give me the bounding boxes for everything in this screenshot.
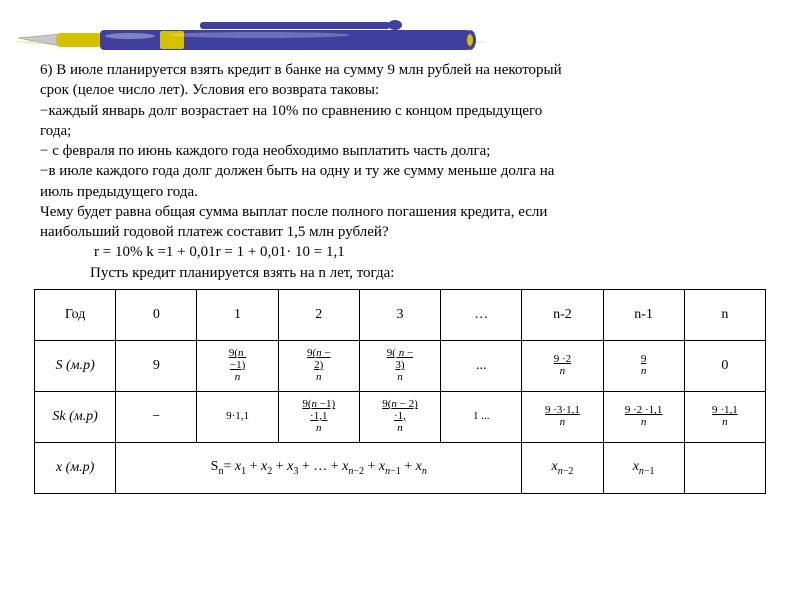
- row-label: Sk (м.р): [35, 391, 116, 442]
- line-9: наибольший годовой платеж составит 1,5 м…: [40, 222, 772, 242]
- assume-line: Пусть кредит планируется взять на n лет,…: [40, 263, 772, 283]
- row-label: S (м.р): [35, 340, 116, 391]
- cell: 9 ·1,1n: [684, 391, 765, 442]
- table-row: S (м.р) 9 9(n −1)n 9(n −2)n 9( n −3)n ..…: [35, 340, 766, 391]
- cell: xn−2: [522, 442, 603, 493]
- cell: 9(n −1)·1,1n: [278, 391, 359, 442]
- line-1: 6) В июле планируется взять кредит в бан…: [40, 60, 772, 80]
- pen-decoration: [0, 0, 800, 60]
- cell: 9: [116, 340, 197, 391]
- cell: Sn= x1 + x2 + x3 + … + xn−2 + xn−1 + xn: [116, 442, 522, 493]
- line-2: срок (целое число лет). Условия его возв…: [40, 80, 772, 100]
- table-row: Sk (м.р) − 9·1,1 9(n −1)·1,1n 9(n − 2)·1…: [35, 391, 766, 442]
- cell: 1 ...: [441, 391, 522, 442]
- header-cell: 3: [359, 289, 440, 340]
- line-5: − с февраля по июнь каждого года необход…: [40, 141, 772, 161]
- problem-text: 6) В июле планируется взять кредит в бан…: [0, 60, 800, 283]
- cell: 9 ·2 ·1,1n: [603, 391, 684, 442]
- header-cell: Год: [35, 289, 116, 340]
- cell: 9(n − 2)·1,n: [359, 391, 440, 442]
- cell: 9(n −2)n: [278, 340, 359, 391]
- cell: 9n: [603, 340, 684, 391]
- row-label: x (м.р): [35, 442, 116, 493]
- header-cell: 1: [197, 289, 278, 340]
- cell: 9 ·3·1,1n: [522, 391, 603, 442]
- formula-line: r = 10% k =1 + 0,01r = 1 + 0,01· 10 = 1,…: [40, 242, 772, 262]
- header-cell: …: [441, 289, 522, 340]
- cell: 9(n −1)n: [197, 340, 278, 391]
- header-cell: n-2: [522, 289, 603, 340]
- line-3: −каждый январь долг возрастает на 10% по…: [40, 101, 772, 121]
- line-6: −в июле каждого года долг должен быть на…: [40, 161, 772, 181]
- table-row: Год 0 1 2 3 … n-2 n-1 n: [35, 289, 766, 340]
- cell: ...: [441, 340, 522, 391]
- cell: −: [116, 391, 197, 442]
- line-7: июль предыдущего года.: [40, 182, 772, 202]
- line-8: Чему будет равна общая сумма выплат посл…: [40, 202, 772, 222]
- solution-table: Год 0 1 2 3 … n-2 n-1 n S (м.р) 9 9(n −1…: [34, 289, 766, 494]
- line-4: года;: [40, 121, 772, 141]
- header-cell: 0: [116, 289, 197, 340]
- cell: 9·1,1: [197, 391, 278, 442]
- cell: xn−1: [603, 442, 684, 493]
- table-row: x (м.р) Sn= x1 + x2 + x3 + … + xn−2 + xn…: [35, 442, 766, 493]
- cell: 9( n −3)n: [359, 340, 440, 391]
- cell: 9 ·2n: [522, 340, 603, 391]
- header-cell: n: [684, 289, 765, 340]
- header-cell: 2: [278, 289, 359, 340]
- cell: 0: [684, 340, 765, 391]
- cell: [684, 442, 765, 493]
- header-cell: n-1: [603, 289, 684, 340]
